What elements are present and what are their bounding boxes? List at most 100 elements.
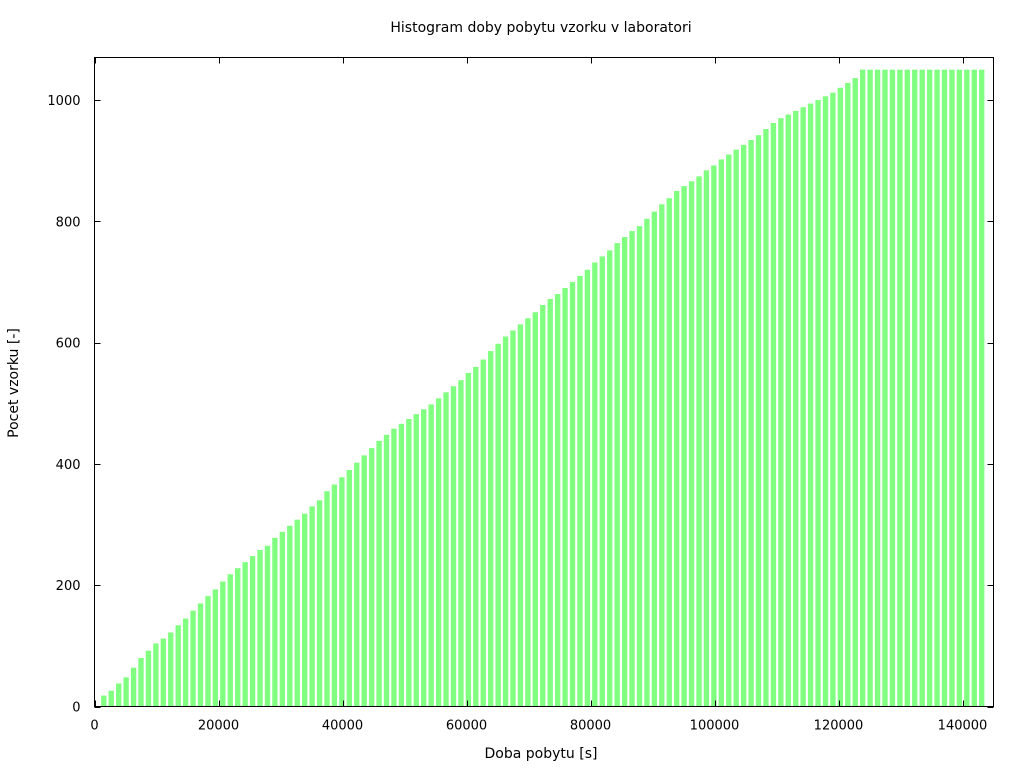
- histogram-bar: [554, 294, 561, 707]
- x-tick-label: 20000: [198, 719, 239, 734]
- histogram-bar: [160, 638, 166, 707]
- histogram-bar: [287, 525, 293, 707]
- histogram-bar: [413, 414, 419, 707]
- histogram-bar: [376, 440, 382, 707]
- histogram-bar: [235, 568, 241, 707]
- histogram-bar: [718, 159, 724, 707]
- histogram-bar: [815, 99, 821, 707]
- histogram-bar: [845, 82, 851, 707]
- histogram-bar: [837, 87, 844, 707]
- histogram-bar: [525, 318, 531, 707]
- histogram-bar: [346, 469, 352, 707]
- histogram-bar: [659, 204, 665, 707]
- histogram-bar: [889, 69, 896, 707]
- histogram-bar: [145, 650, 152, 707]
- plot-frame: [94, 57, 994, 707]
- histogram-bar: [510, 330, 516, 707]
- histogram-bar: [971, 69, 977, 707]
- histogram-bar: [882, 69, 888, 707]
- histogram-bar: [904, 69, 910, 707]
- x-tick-label: 80000: [570, 719, 611, 734]
- histogram-bar: [398, 423, 405, 707]
- histogram-bar: [540, 304, 546, 707]
- histogram-bar: [108, 690, 114, 707]
- histogram-bar: [391, 428, 397, 707]
- y-axis-label: Pocet vzorku [-]: [6, 328, 22, 438]
- histogram-bar: [770, 123, 777, 707]
- histogram-bar: [696, 176, 702, 707]
- x-tick-label: 40000: [322, 719, 363, 734]
- histogram-bar: [785, 114, 791, 707]
- histogram-bar: [614, 243, 620, 707]
- x-tick-label: 120000: [814, 719, 864, 734]
- histogram-bar: [874, 69, 881, 707]
- histogram-bar: [242, 562, 248, 707]
- histogram-bar: [569, 281, 576, 707]
- histogram-bar: [897, 69, 903, 707]
- histogram-bar: [807, 103, 814, 707]
- histogram-bar: [168, 632, 174, 707]
- histogram-bar: [755, 135, 762, 707]
- histogram-bar: [979, 69, 985, 707]
- histogram-bar: [101, 695, 107, 707]
- histogram-bar: [867, 69, 873, 707]
- histogram-bar: [852, 78, 858, 707]
- histogram-bar: [316, 500, 323, 707]
- x-tick-label: 100000: [690, 719, 740, 734]
- histogram-bar: [435, 398, 442, 707]
- histogram-bar: [577, 275, 583, 707]
- histogram-bar: [153, 643, 159, 707]
- histogram-bar: [674, 190, 680, 707]
- histogram-bar: [294, 519, 300, 707]
- ticks-group: 0 20000 40000 60000 80000 100000 120000 140000 0…: [47, 57, 994, 734]
- x-tick-label: 60000: [446, 719, 487, 734]
- histogram-bar: [644, 218, 650, 707]
- histogram-bar: [272, 537, 278, 707]
- histogram-bar: [778, 118, 784, 707]
- histogram-bar: [458, 380, 464, 707]
- histogram-bar: [919, 69, 925, 707]
- histogram-bar: [532, 312, 538, 707]
- x-tick-label: 0: [90, 719, 98, 734]
- histogram-bar: [592, 262, 598, 707]
- histogram-bar: [748, 139, 754, 707]
- histogram-bar: [428, 404, 434, 707]
- y-tick-label: 400: [56, 458, 81, 473]
- histogram-bar: [636, 226, 643, 707]
- histogram-bar: [473, 366, 479, 707]
- histogram-bar: [934, 69, 940, 707]
- histogram-bar: [547, 298, 553, 707]
- histogram-bar: [324, 491, 330, 707]
- histogram-bar: [421, 409, 427, 707]
- histogram-bar: [822, 96, 829, 707]
- histogram-bar: [130, 667, 137, 707]
- histogram-bar: [465, 372, 472, 707]
- histogram-bar: [406, 419, 412, 707]
- histogram-bar: [443, 392, 449, 707]
- histogram-bar: [123, 677, 129, 707]
- histogram-bar: [584, 269, 591, 707]
- histogram-bar: [651, 211, 658, 707]
- histogram-bar: [383, 434, 390, 707]
- histogram-bar: [205, 596, 211, 707]
- y-tick-label: 200: [56, 579, 81, 594]
- histogram-bar: [264, 545, 271, 707]
- histogram-bar: [227, 574, 233, 707]
- histogram-bar: [495, 343, 501, 707]
- histogram-bar: [726, 154, 732, 707]
- histogram-bar: [450, 386, 457, 707]
- histogram-bar: [220, 581, 226, 707]
- histogram-bar: [733, 149, 739, 707]
- histogram-bar: [912, 69, 918, 707]
- histogram-bar: [331, 484, 338, 707]
- histogram-bar: [354, 462, 360, 707]
- histogram-bar: [688, 181, 695, 707]
- histogram-bar: [488, 351, 494, 707]
- histogram-bar: [361, 455, 367, 707]
- histogram-bar: [249, 556, 256, 707]
- histogram-bar: [302, 513, 308, 707]
- histogram-bar: [956, 69, 963, 707]
- histogram-bar: [763, 129, 769, 707]
